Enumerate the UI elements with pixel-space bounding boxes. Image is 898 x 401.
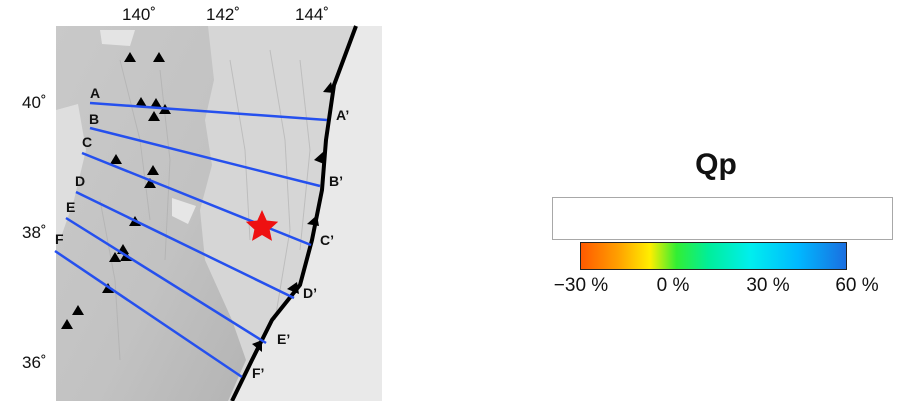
relief-texture (99, 49, 311, 361)
west-coast-water (56, 104, 86, 240)
lat-tick-label: 36˚ (22, 353, 47, 372)
profile-end-label: B’ (329, 173, 343, 189)
lat-tick-label: 38˚ (22, 223, 47, 242)
profile-line-e (65, 216, 267, 345)
colorbar-tick-label: 60 % (835, 275, 879, 296)
mutsu-bay (100, 30, 135, 46)
volcano-triangle-icon (61, 319, 73, 329)
profile-start-label: C (82, 134, 92, 150)
lon-tick-label: 144˚ (295, 5, 329, 24)
profile-start-label: E (66, 199, 75, 215)
volcano-triangle-icon (144, 178, 156, 188)
colorbar-label-box (552, 197, 893, 240)
profile-line-f (54, 249, 243, 379)
profile-line-d (75, 190, 295, 300)
colorbar (580, 242, 847, 270)
colorbar-tick-label: 0 % (656, 275, 690, 296)
profile-end-label: C’ (320, 232, 334, 248)
pacific-plate (232, 26, 382, 401)
profile-end-label: F’ (252, 365, 264, 381)
volcano-triangle-icon (147, 165, 159, 175)
profile-end-label: D’ (303, 285, 317, 301)
profile-line-b (89, 126, 321, 188)
profile-lines (54, 101, 328, 379)
colorbar-tick-label: −30 % (553, 275, 609, 296)
lat-tick-label: 40˚ (22, 93, 47, 112)
colorbar-title: Qp (695, 148, 737, 181)
volcano-triangle-icon (109, 252, 121, 262)
sendai-bay (172, 198, 196, 224)
profile-end-label: A’ (336, 107, 349, 123)
trench-teeth (252, 82, 334, 352)
lon-tick-label: 142˚ (206, 5, 240, 24)
volcano-triangle-icon (72, 305, 84, 315)
volcano-triangle-icon (110, 154, 122, 164)
lon-tick-label: 140˚ (122, 5, 156, 24)
volcano-triangle-icon (150, 98, 162, 108)
profile-line-c (81, 151, 312, 247)
profile-start-label: F (55, 231, 64, 247)
star-icon (245, 210, 279, 241)
land-honshu (56, 26, 246, 401)
volcano-triangle-icon (124, 52, 136, 62)
profile-end-label: E’ (277, 331, 290, 347)
profile-start-label: A (90, 85, 100, 101)
relief-map: 140˚ 142˚ 144˚ 40˚ 38˚ 36˚ A A’ B B’ C C… (22, 5, 382, 401)
volcano-triangle-icon (153, 52, 165, 62)
profile-start-label: B (89, 111, 99, 127)
volcano-triangle-icon (135, 97, 147, 107)
profile-start-label: D (75, 173, 85, 189)
profile-line-a (89, 101, 328, 122)
colorbar-tick-label: 30 % (746, 275, 790, 296)
volcano-triangle-icon (148, 111, 160, 121)
